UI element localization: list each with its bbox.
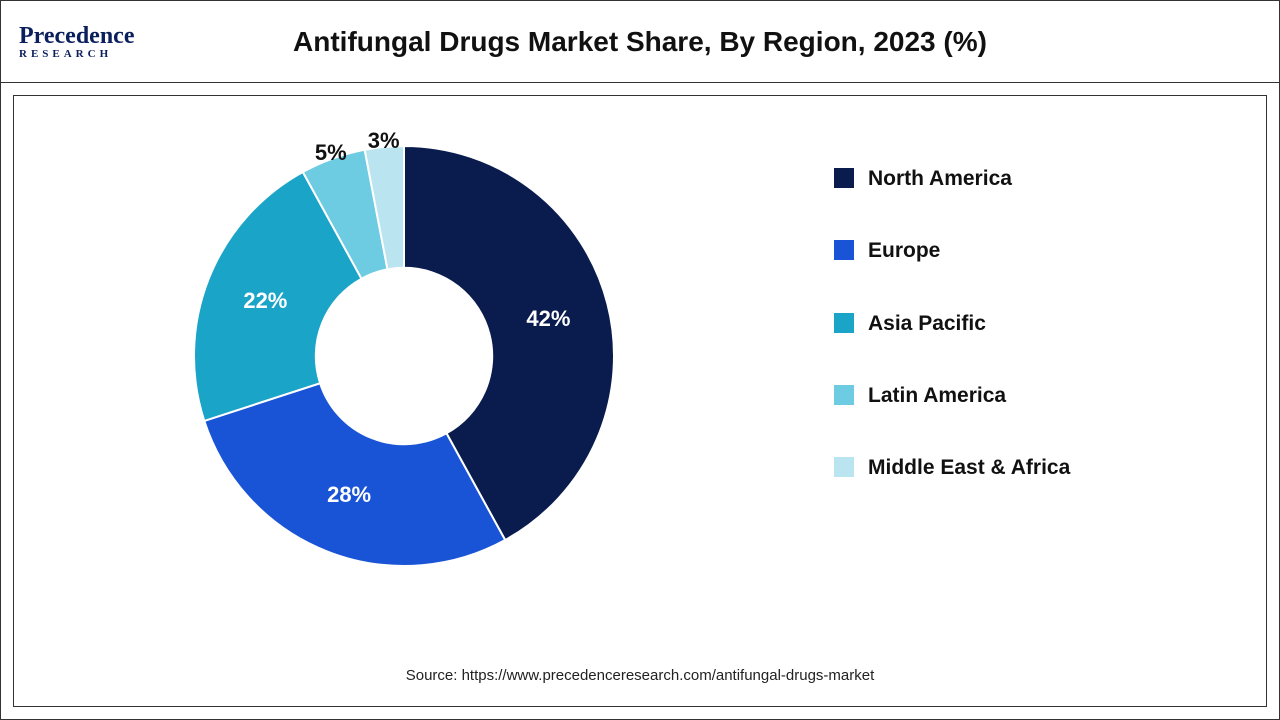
legend-swatch [834,457,854,477]
legend-item: Middle East & Africa [834,455,1134,481]
legend-label: Asia Pacific [868,311,986,337]
slice-pct-label: 28% [327,482,371,508]
legend-swatch [834,240,854,260]
legend-label: Middle East & Africa [868,455,1070,481]
legend: North America Europe Asia Pacific Latin Ame… [834,166,1134,527]
brand-name-main: Precedence [19,23,135,50]
legend-label: North America [868,166,1012,192]
chart-title: Antifungal Drugs Market Share, By Region… [219,26,1261,58]
legend-item: North America [834,166,1134,192]
slice-pct-label: 42% [526,306,570,332]
legend-swatch [834,313,854,333]
legend-item: Asia Pacific [834,311,1134,337]
donut-slice [204,383,505,566]
legend-label: Europe [868,238,940,264]
slice-pct-label: 3% [368,128,400,154]
header-bar: Precedence RESEARCH Antifungal Drugs Mar… [1,1,1279,83]
brand-logo-text: Precedence RESEARCH [19,23,135,60]
donut-svg [184,136,624,576]
legend-swatch [834,168,854,188]
legend-swatch [834,385,854,405]
brand-logo: Precedence RESEARCH [19,14,219,70]
legend-item: Europe [834,238,1134,264]
donut-chart: 42%28%22%5%3% [184,136,624,576]
slice-pct-label: 22% [243,288,287,314]
slice-pct-label: 5% [315,140,347,166]
legend-label: Latin America [868,383,1006,409]
chart-panel: 42% 28% 22% 5% 3% North America Europe Asia Pa… [13,95,1267,707]
legend-item: Latin America [834,383,1134,409]
source-line: Source: https://www.precedenceresearch.c… [14,667,1266,684]
outer-frame: Precedence RESEARCH Antifungal Drugs Mar… [0,0,1280,720]
